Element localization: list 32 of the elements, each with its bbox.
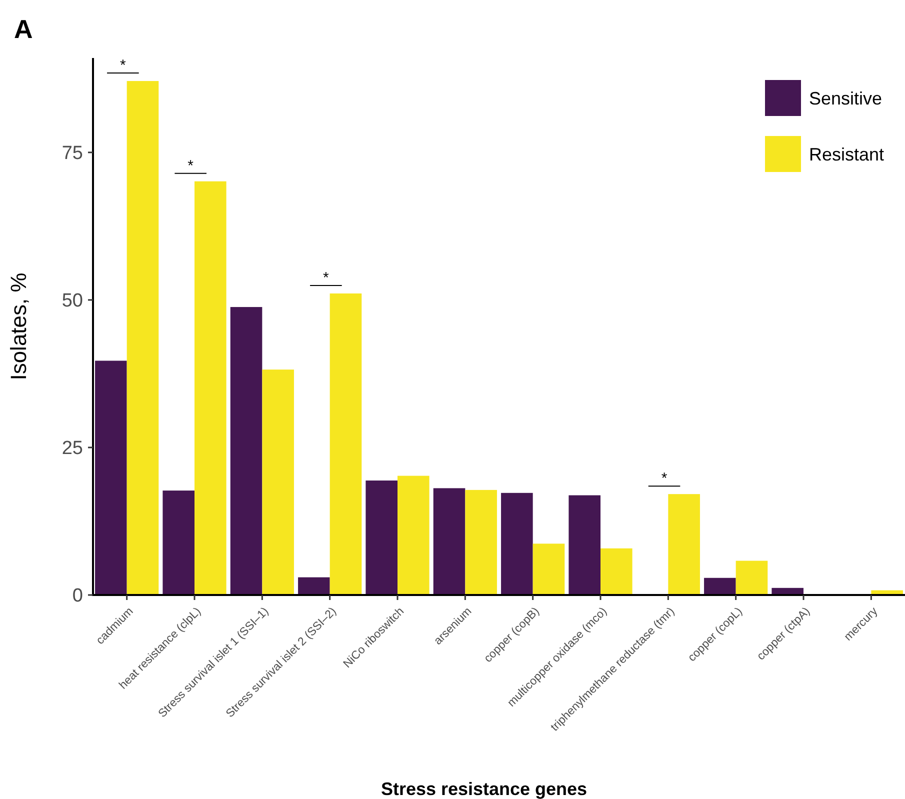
y-axis-title: Isolates, % bbox=[6, 272, 31, 380]
annotation: * bbox=[188, 157, 194, 174]
bar bbox=[126, 81, 159, 595]
bar bbox=[668, 494, 700, 595]
bar bbox=[568, 495, 600, 595]
bar bbox=[704, 578, 736, 595]
bar bbox=[465, 490, 497, 595]
annotation: * bbox=[323, 269, 330, 286]
bar bbox=[230, 307, 262, 595]
bar bbox=[162, 490, 194, 595]
bar bbox=[95, 360, 127, 595]
text: A bbox=[14, 14, 33, 44]
bar bbox=[330, 293, 362, 595]
bar bbox=[298, 577, 330, 595]
bar bbox=[736, 560, 768, 595]
legend-label: Sensitive bbox=[809, 88, 882, 108]
y-tick-label: 75 bbox=[62, 143, 83, 164]
y-tick-label: 0 bbox=[72, 586, 83, 607]
bar bbox=[433, 488, 466, 595]
legend-label: Resistant bbox=[809, 144, 884, 164]
annotation: * bbox=[120, 57, 126, 74]
bar bbox=[501, 492, 533, 595]
bar bbox=[398, 476, 430, 595]
y-tick-label: 50 bbox=[62, 290, 83, 312]
y-tick-label: 25 bbox=[62, 438, 83, 460]
x-axis-title: Stress resistance genes bbox=[380, 779, 588, 799]
bar bbox=[532, 544, 565, 595]
bar bbox=[194, 181, 226, 595]
bar bbox=[262, 370, 294, 595]
bar bbox=[366, 480, 398, 595]
bar bbox=[600, 548, 632, 595]
annotation: * bbox=[661, 470, 668, 488]
